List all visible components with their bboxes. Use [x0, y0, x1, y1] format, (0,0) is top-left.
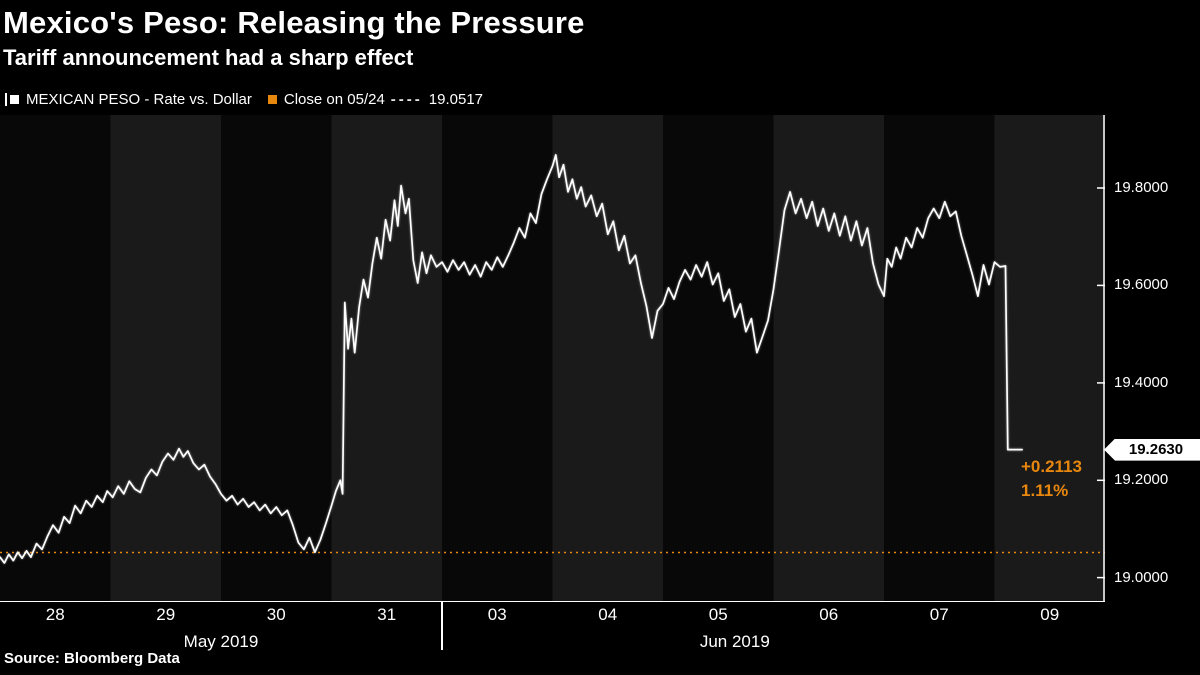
legend: MEXICAN PESO - Rate vs. Dollar Close on … [5, 91, 483, 108]
page-subtitle: Tariff announcement had a sharp effect [3, 45, 414, 70]
x-axis-label: 31 [377, 605, 397, 624]
page-title: Mexico's Peso: Releasing the Pressure [3, 5, 585, 40]
price-line [0, 154, 1023, 564]
session-band [884, 115, 995, 602]
y-axis-label: 19.4000 [1114, 373, 1169, 391]
x-axis-label: 30 [266, 605, 286, 624]
x-axis-label: 07 [929, 605, 949, 624]
close-legend-label: Close on 05/24 [283, 91, 385, 108]
y-axis-label: 19.8000 [1114, 179, 1169, 197]
pct-change-label: 1.11% [1021, 480, 1069, 500]
session-band [110, 115, 221, 602]
x-axis-label: 05 [708, 605, 728, 624]
session-band [331, 115, 442, 602]
close-legend-value: 19.0517 [428, 91, 484, 108]
close-line-swatch-icon [267, 95, 277, 104]
x-axis-label: 06 [819, 605, 839, 624]
x-axis-label: 04 [598, 605, 618, 624]
session-band [221, 115, 332, 602]
month-divider-tick [441, 602, 443, 650]
x-axis-label: 28 [45, 605, 65, 624]
session-band [663, 115, 774, 602]
series-swatch-icon [10, 95, 19, 104]
price-plot [0, 115, 1105, 602]
net-change-label: +0.2113 [1021, 456, 1082, 476]
y-axis-label: 19.2000 [1114, 471, 1169, 489]
session-band [442, 115, 553, 602]
session-band [994, 115, 1105, 602]
session-band [0, 115, 111, 602]
session-band [773, 115, 884, 602]
month-label-jun: Jun 2019 [699, 632, 770, 651]
close-line-style-sample: ---- [390, 91, 423, 108]
source-label: Source: Bloomberg Data [4, 650, 180, 667]
chart-area: May 2019 Jun 2019 19.2630 +0.2113 1.11% … [0, 115, 1200, 675]
last-price-value: 19.2630 [1128, 440, 1184, 458]
series-legend-label: MEXICAN PESO - Rate vs. Dollar [26, 91, 252, 108]
cursor-bar-icon [5, 93, 7, 106]
y-axis-label: 19.6000 [1114, 276, 1169, 294]
x-axis-label: 03 [487, 605, 507, 624]
y-axis-label: 19.0000 [1114, 568, 1169, 586]
last-price-marker: 19.2630 [1104, 438, 1200, 461]
x-axis-label: 29 [156, 605, 176, 624]
x-axis-label: 09 [1040, 605, 1060, 624]
month-label-may: May 2019 [183, 632, 259, 651]
session-band [552, 115, 663, 602]
